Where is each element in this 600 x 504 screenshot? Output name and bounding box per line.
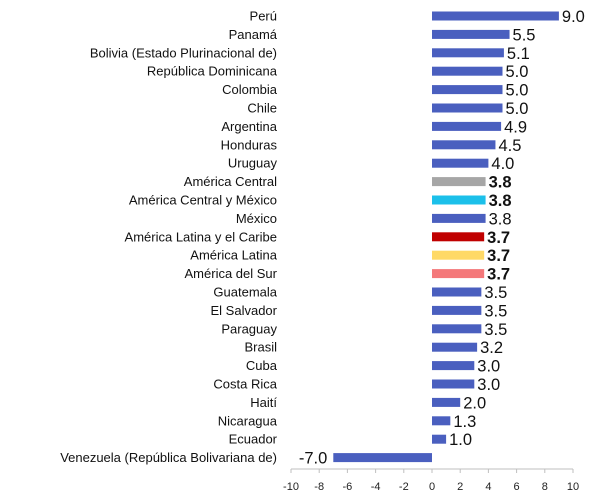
bar: [432, 269, 485, 279]
category-label: Colombia: [222, 82, 278, 97]
value-label: -7.0: [299, 450, 327, 468]
category-label: Brasil: [244, 340, 277, 355]
bar: [432, 213, 486, 223]
x-tick-label: -6: [343, 481, 353, 493]
x-tick-label: 6: [514, 481, 520, 493]
x-tick-label: 2: [457, 481, 463, 493]
bar: [432, 416, 451, 426]
bar: [432, 121, 502, 131]
category-label: México: [236, 211, 277, 226]
x-axis: -10 -8 -6 -4 -2 0 2 4 6 8 10: [283, 468, 579, 493]
category-label: Perú: [250, 9, 277, 24]
bar: [432, 177, 486, 187]
bar: [432, 250, 485, 260]
category-label: El Salvador: [211, 303, 278, 318]
category-label: Costa Rica: [213, 377, 277, 392]
bar: [432, 287, 482, 297]
x-tick-label: 0: [429, 481, 435, 493]
value-label: 3.7: [487, 266, 510, 284]
category-label: América Central y México: [129, 193, 277, 208]
category-label: América Central: [184, 174, 277, 189]
value-label: 3.8: [489, 192, 512, 210]
category-label: Chile: [247, 101, 277, 116]
category-label: Bolivia (Estado Plurinacional de): [90, 45, 277, 60]
bar: [432, 361, 475, 371]
value-label: 5.0: [506, 82, 529, 100]
category-label: Ecuador: [229, 432, 278, 447]
bar: [432, 434, 447, 444]
bar: [432, 11, 559, 21]
category-label: Venezuela (República Bolivariana de): [60, 450, 277, 465]
bar: [432, 140, 496, 150]
value-label: 1.3: [453, 413, 476, 431]
value-label: 3.8: [489, 174, 512, 192]
value-label: 3.7: [487, 229, 510, 247]
value-label: 3.0: [477, 376, 500, 394]
value-label: 4.9: [504, 118, 527, 136]
value-label: 4.0: [491, 155, 514, 173]
bar: [432, 379, 475, 389]
bar: [432, 158, 489, 168]
category-labels: Perú Panamá Bolivia (Estado Plurinacional …: [60, 9, 278, 466]
bar: [432, 305, 482, 315]
bar: [432, 324, 482, 334]
value-label: 3.7: [487, 247, 510, 265]
x-tick-label: 4: [485, 481, 491, 493]
value-label: 3.8: [489, 210, 512, 228]
bar: [333, 453, 432, 463]
x-tick-label: -4: [371, 481, 381, 493]
value-label: 4.5: [498, 137, 521, 155]
category-label: Haití: [250, 395, 277, 410]
bar: [432, 342, 478, 352]
bar: [432, 195, 486, 205]
value-label: 3.5: [484, 302, 507, 320]
bars-layer: [333, 11, 559, 463]
value-label: 3.2: [480, 339, 503, 357]
bar: [432, 85, 503, 95]
category-label: América Latina: [190, 248, 277, 263]
bar: [432, 29, 510, 39]
x-tick-label: 8: [542, 481, 548, 493]
value-label: 5.5: [513, 26, 536, 44]
value-label: 9.0: [562, 8, 585, 26]
category-label: Panamá: [229, 27, 278, 42]
value-label: 2.0: [463, 394, 486, 412]
category-label: Uruguay: [228, 156, 278, 171]
bar: [432, 48, 504, 58]
value-labels: 9.05.55.15.05.05.04.94.54.03.83.83.83.73…: [299, 8, 585, 468]
x-tick-label: 10: [567, 481, 579, 493]
category-label: Argentina: [221, 119, 277, 134]
bar: [432, 66, 503, 76]
category-label: Cuba: [246, 358, 278, 373]
bar: [432, 103, 503, 113]
category-label: Nicaragua: [218, 413, 278, 428]
value-label: 3.5: [484, 284, 507, 302]
value-label: 5.0: [506, 100, 529, 118]
value-label: 5.0: [506, 63, 529, 81]
category-label: América Latina y el Caribe: [125, 229, 277, 244]
value-label: 3.5: [484, 321, 507, 339]
value-label: 3.0: [477, 358, 500, 376]
category-label: Guatemala: [213, 285, 277, 300]
x-tick-label: -2: [399, 481, 409, 493]
value-label: 5.1: [507, 45, 530, 63]
bar: [432, 232, 485, 242]
x-tick-label: -10: [283, 481, 299, 493]
category-label: República Dominicana: [147, 64, 278, 79]
value-label: 1.0: [449, 431, 472, 449]
bar: [432, 397, 461, 407]
category-label: América del Sur: [185, 266, 278, 281]
category-label: Paraguay: [221, 321, 277, 336]
x-tick-label: -8: [314, 481, 324, 493]
category-label: Honduras: [221, 137, 278, 152]
